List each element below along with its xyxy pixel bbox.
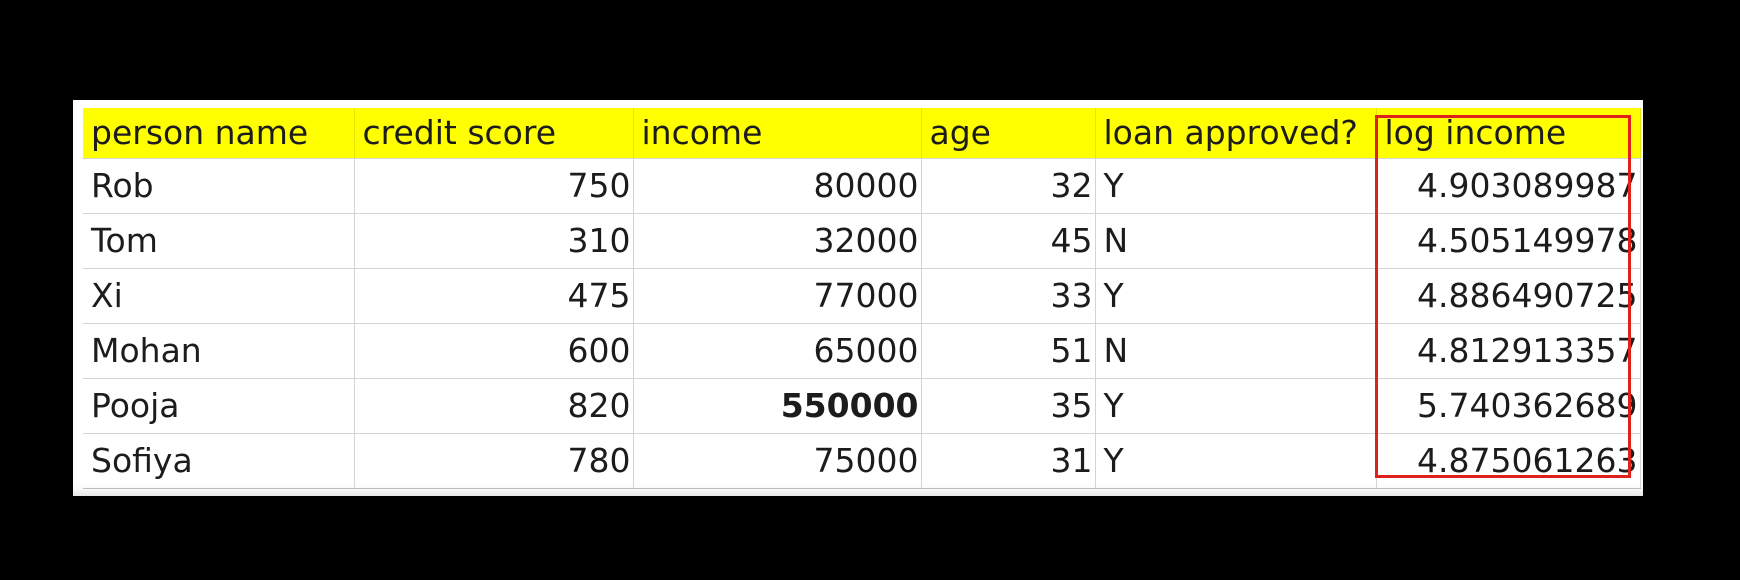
cell-log-income[interactable]: 4.875061263 (1376, 433, 1641, 489)
header-row: person name credit score income age loan… (83, 108, 1641, 159)
cell-credit-score[interactable]: 600 (354, 323, 634, 379)
cell-loan-approved[interactable]: Y (1095, 378, 1377, 434)
cell-age[interactable]: 33 (921, 268, 1096, 324)
cell-age[interactable]: 51 (921, 323, 1096, 379)
cell-person-name[interactable]: Rob (83, 158, 355, 214)
cell-income[interactable]: 65000 (633, 323, 922, 379)
cell-credit-score[interactable]: 820 (354, 378, 634, 434)
cell-age[interactable]: 35 (921, 378, 1096, 434)
header-cell-log-income[interactable]: log income (1376, 108, 1641, 159)
header-cell-income[interactable]: income (633, 108, 922, 159)
table-row: Rob 750 80000 32 Y 4.903089987 (83, 158, 1641, 214)
cell-loan-approved[interactable]: N (1095, 213, 1377, 269)
header-cell-credit-score[interactable]: credit score (354, 108, 634, 159)
cell-loan-approved[interactable]: Y (1095, 268, 1377, 324)
cell-loan-approved[interactable]: Y (1095, 433, 1377, 489)
cell-log-income[interactable]: 4.505149978 (1376, 213, 1641, 269)
cell-age[interactable]: 45 (921, 213, 1096, 269)
header-cell-person-name[interactable]: person name (83, 108, 355, 159)
table-row: Mohan 600 65000 51 N 4.812913357 (83, 323, 1641, 379)
table-row: Tom 310 32000 45 N 4.505149978 (83, 213, 1641, 269)
cell-log-income[interactable]: 4.886490725 (1376, 268, 1641, 324)
cell-loan-approved[interactable]: N (1095, 323, 1377, 379)
table-row: Xi 475 77000 33 Y 4.886490725 (83, 268, 1641, 324)
cell-person-name[interactable]: Xi (83, 268, 355, 324)
header-cell-age[interactable]: age (921, 108, 1096, 159)
cell-person-name[interactable]: Tom (83, 213, 355, 269)
data-table: person name credit score income age loan… (83, 108, 1641, 489)
cell-loan-approved[interactable]: Y (1095, 158, 1377, 214)
cell-person-name[interactable]: Pooja (83, 378, 355, 434)
cell-person-name[interactable]: Sofiya (83, 433, 355, 489)
cell-income[interactable]: 32000 (633, 213, 922, 269)
cell-income-outlier[interactable]: 550000 (633, 378, 922, 434)
cell-log-income[interactable]: 5.740362689 (1376, 378, 1641, 434)
cell-credit-score[interactable]: 780 (354, 433, 634, 489)
cell-log-income[interactable]: 4.903089987 (1376, 158, 1641, 214)
cell-log-income[interactable]: 4.812913357 (1376, 323, 1641, 379)
header-cell-loan-approved[interactable]: loan approved? (1095, 108, 1377, 159)
table-row: Pooja 820 550000 35 Y 5.740362689 (83, 378, 1641, 434)
spreadsheet-area: person name credit score income age loan… (73, 100, 1643, 496)
cell-age[interactable]: 31 (921, 433, 1096, 489)
cell-credit-score[interactable]: 475 (354, 268, 634, 324)
table-row: Sofiya 780 75000 31 Y 4.875061263 (83, 433, 1641, 489)
cell-income[interactable]: 75000 (633, 433, 922, 489)
cell-income[interactable]: 77000 (633, 268, 922, 324)
cell-income[interactable]: 80000 (633, 158, 922, 214)
cell-person-name[interactable]: Mohan (83, 323, 355, 379)
cell-credit-score[interactable]: 310 (354, 213, 634, 269)
cell-credit-score[interactable]: 750 (354, 158, 634, 214)
cell-age[interactable]: 32 (921, 158, 1096, 214)
